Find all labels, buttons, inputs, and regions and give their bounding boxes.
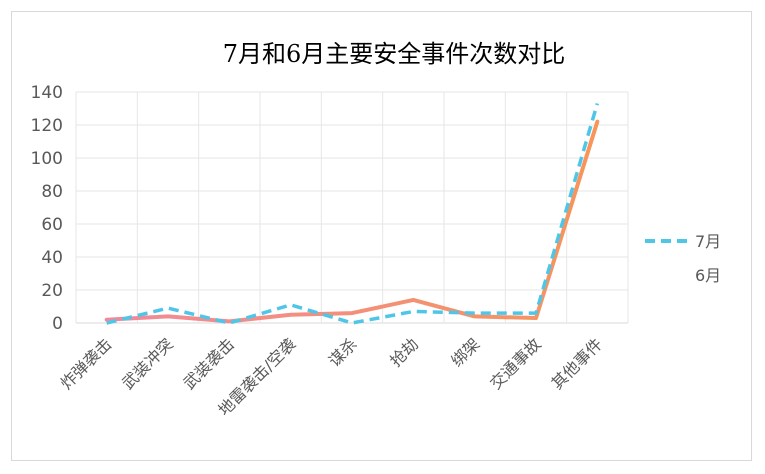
- data-point: [166, 306, 170, 310]
- data-point: [595, 102, 599, 106]
- x-category-label: 炸弹袭击: [57, 334, 116, 393]
- y-tick-label: 80: [41, 182, 63, 202]
- y-tick-label: 140: [31, 83, 63, 103]
- grid-lines: [75, 91, 629, 324]
- y-tick-label: 120: [31, 116, 63, 136]
- line-chart: 7月和6月主要安全事件次数对比 020406080100120140 炸弹袭击武…: [31, 40, 722, 420]
- x-category-label: 交通事故: [486, 334, 545, 393]
- series-lines: [104, 102, 600, 325]
- data-point: [595, 120, 599, 124]
- legend: 7月 6月: [645, 232, 721, 285]
- data-point: [411, 298, 415, 302]
- series-line-june: [104, 119, 600, 324]
- data-point: [534, 316, 538, 320]
- legend-label: 6月: [695, 266, 721, 285]
- y-tick-label: 100: [31, 149, 63, 169]
- x-category-label: 其他事件: [547, 334, 606, 393]
- data-point: [289, 303, 293, 307]
- x-category-label: 武装袭击: [179, 334, 238, 393]
- y-tick-label: 60: [41, 215, 63, 235]
- data-point: [534, 311, 538, 315]
- y-axis-ticks: 0 20 40 60 80 100 120 140: [31, 83, 63, 334]
- data-point: [473, 311, 477, 315]
- y-tick-label: 0: [52, 314, 63, 334]
- data-point: [350, 311, 354, 315]
- x-category-label: 绑架: [447, 334, 483, 370]
- y-tick-label: 40: [41, 248, 63, 268]
- data-point: [166, 314, 170, 318]
- y-tick-label: 20: [41, 281, 63, 301]
- data-point: [289, 313, 293, 317]
- data-point: [105, 321, 109, 325]
- chart-title: 7月和6月主要安全事件次数对比: [223, 40, 566, 68]
- chart-frame: 7月和6月主要安全事件次数对比 0 20 40 60 80 100 120 140 炸弹袭击武…: [11, 11, 752, 461]
- series-line-july: [106, 103, 600, 325]
- x-category-label: 抢劫: [386, 334, 422, 370]
- data-point: [227, 321, 231, 325]
- x-category-label: 谋杀: [325, 334, 361, 370]
- data-point: [411, 309, 415, 313]
- data-point: [350, 321, 354, 325]
- x-category-label: 武装冲突: [118, 334, 177, 393]
- legend-label: 7月: [695, 232, 721, 251]
